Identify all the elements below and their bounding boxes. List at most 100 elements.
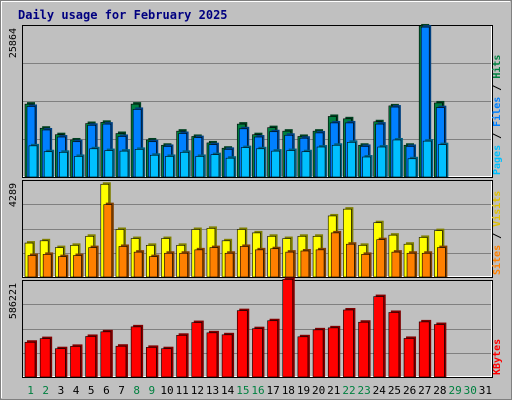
bar-sites-day-6: [103, 202, 114, 278]
bar-sites-day-12: [194, 247, 205, 278]
y-max-label: 586221: [8, 283, 19, 319]
bar-kbytes-day-3: [55, 346, 68, 378]
bar-kbytes-day-1: [24, 340, 37, 378]
panel-bottom: 586221 KBytes: [8, 277, 503, 378]
day-label-13: 13: [206, 384, 219, 397]
bar-kbytes-day-11: [176, 333, 189, 378]
bar-kbytes-day-7: [115, 344, 128, 378]
day-label-21: 21: [327, 384, 340, 397]
bar-kbytes-day-16: [252, 326, 265, 378]
right-label-part: Files: [491, 97, 503, 127]
bar-sites-day-14: [224, 251, 236, 278]
bar-pages-day-22: [347, 140, 358, 178]
bar-kbytes-day-13: [206, 330, 219, 378]
right-label-part: /: [492, 127, 503, 145]
right-label-bottom: KBytes: [492, 339, 503, 375]
bar-pages-day-7: [119, 149, 130, 178]
day-label-20: 20: [312, 384, 325, 397]
right-label-part: Pages: [492, 145, 503, 175]
bar-pages-day-14: [225, 156, 237, 178]
day-label-29: 29: [448, 384, 461, 397]
day-label-5: 5: [88, 384, 95, 397]
bar-pages-day-15: [240, 145, 252, 178]
right-label-part: /: [492, 227, 503, 245]
day-label-27: 27: [418, 384, 431, 397]
day-label-7: 7: [118, 384, 125, 397]
bar-pages-day-8: [134, 147, 146, 178]
panel-top: 25864 Pages / Files / Hits: [8, 23, 503, 178]
bar-kbytes-day-27: [418, 319, 432, 378]
bar-sites-day-19: [300, 248, 311, 278]
bar-sites-day-13: [209, 245, 220, 278]
bar-sites-day-7: [118, 244, 129, 278]
day-label-15: 15: [236, 384, 249, 397]
day-label-8: 8: [133, 384, 140, 397]
bar-sites-day-4: [73, 253, 84, 278]
bar-sites-day-8: [133, 250, 145, 278]
bar-pages-day-1: [28, 143, 39, 178]
bar-pages-day-12: [195, 154, 206, 178]
bar-sites-day-11: [179, 251, 190, 278]
bar-sites-day-26: [406, 251, 418, 278]
bar-kbytes-day-4: [70, 344, 83, 378]
bar-sites-day-9: [148, 254, 160, 278]
bar-pages-day-4: [74, 154, 85, 178]
chart-title: Daily usage for February 2025: [18, 8, 228, 22]
bar-pages-day-13: [210, 152, 221, 178]
bar-sites-day-22: [346, 242, 357, 278]
bar-pages-day-25: [392, 137, 403, 178]
right-label-top: Pages / Files / Hits: [491, 55, 503, 175]
right-label-part: /: [492, 79, 503, 97]
bar-sites-day-16: [255, 247, 266, 278]
day-label-16: 16: [251, 384, 264, 397]
day-label-17: 17: [267, 384, 280, 397]
bar-pages-day-11: [180, 150, 191, 178]
bar-pages-day-26: [407, 156, 419, 178]
day-label-24: 24: [373, 384, 387, 397]
day-label-11: 11: [176, 384, 189, 397]
day-label-6: 6: [103, 384, 110, 397]
chart-panels: 25864 Pages / Files / Hits 4289 Sites / Vis…: [8, 23, 503, 378]
day-label-18: 18: [282, 384, 295, 397]
bar-pages-day-27: [422, 139, 434, 178]
day-label-25: 25: [388, 384, 401, 397]
bar-pages-day-19: [301, 149, 312, 178]
bar-pages-day-20: [316, 145, 328, 178]
bar-kbytes-day-25: [388, 310, 401, 378]
day-label-2: 2: [42, 384, 49, 397]
day-label-31: 31: [479, 384, 492, 397]
bar-pages-day-28: [438, 142, 449, 178]
bar-sites-day-18: [285, 250, 296, 278]
bar-kbytes-day-19: [297, 334, 310, 378]
bar-pages-day-3: [59, 150, 70, 178]
bar-pages-day-2: [43, 149, 55, 178]
bar-pages-day-18: [286, 148, 297, 178]
bar-kbytes-day-10: [161, 346, 174, 378]
day-label-9: 9: [149, 384, 156, 397]
bar-pages-day-17: [271, 149, 282, 178]
bar-sites-day-1: [27, 253, 38, 278]
right-label-part: Hits: [491, 55, 503, 79]
day-label-4: 4: [73, 384, 80, 397]
x-axis-day-labels: 1 2 3 4 5 6 7 8 9 10 11 12 13 14 15 16 17 18 19 20 21 22 23 24 2…: [27, 384, 492, 397]
day-label-23: 23: [358, 384, 371, 397]
day-label-26: 26: [403, 384, 416, 397]
bar-sites-day-5: [88, 245, 99, 278]
right-label-part: Visits: [491, 191, 503, 227]
bar-pages-day-16: [256, 146, 267, 178]
bar-kbytes-day-6: [100, 329, 113, 378]
bar-pages-day-10: [165, 154, 176, 178]
right-label-part: KBytes: [492, 339, 503, 375]
y-max-label: 25864: [8, 28, 19, 58]
bar-kbytes-day-17: [267, 318, 280, 378]
panel-middle: 4289 Sites / Visits: [8, 180, 503, 278]
day-label-10: 10: [160, 384, 173, 397]
bar-pages-day-5: [89, 146, 100, 178]
bar-kbytes-day-8: [130, 324, 144, 378]
bar-sites-day-15: [239, 244, 251, 278]
bar-sites-day-28: [437, 245, 448, 278]
bar-pages-day-6: [104, 148, 115, 178]
bar-kbytes-day-22: [343, 307, 356, 378]
bar-pages-day-23: [362, 155, 373, 178]
day-label-12: 12: [191, 384, 204, 397]
